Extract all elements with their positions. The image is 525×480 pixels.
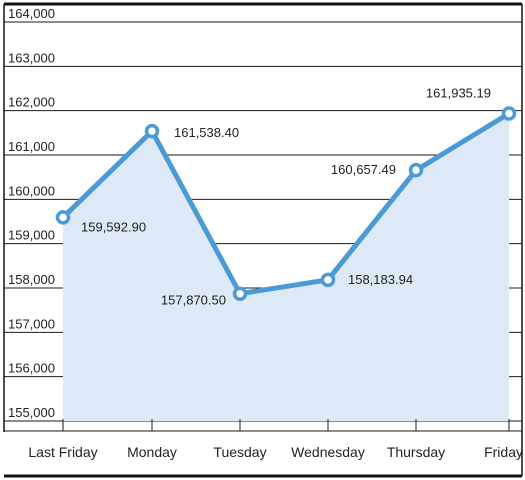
y-tick-label: 160,000 (8, 183, 55, 198)
data-point (408, 162, 424, 178)
y-tick-label: 159,000 (8, 228, 55, 243)
y-tick-label: 161,000 (8, 139, 55, 154)
x-tick-label: Wednesday (291, 444, 365, 460)
data-point (232, 286, 248, 301)
y-tick-label: 162,000 (8, 95, 55, 110)
data-point (501, 106, 517, 121)
x-tick-labels: Last Friday Monday Tuesday Wednesday Thursda… (28, 444, 523, 460)
data-label: 159,592.90 (81, 219, 146, 234)
y-tick-label: 155,000 (8, 405, 55, 420)
series-line (60, 111, 512, 297)
area-fill (63, 113, 509, 421)
data-points (55, 106, 517, 301)
x-tick-label: Friday (484, 444, 523, 460)
data-label: 161,538.40 (174, 125, 239, 140)
y-tick-label: 163,000 (8, 50, 55, 65)
data-label: 161,935.19 (426, 86, 491, 101)
data-label: 158,183.94 (348, 272, 413, 287)
data-label: 157,870.50 (161, 293, 226, 308)
y-tick-label: 157,000 (8, 316, 55, 331)
y-tick-label: 158,000 (8, 272, 55, 287)
x-tick-label: Thursday (387, 444, 445, 460)
x-tick-label: Last Friday (28, 444, 97, 460)
y-tick-labels: 155,000 156,000 157,000 158,000 159,000 160,0… (8, 6, 55, 420)
area-fill-layer (63, 113, 509, 421)
y-tick-label: 164,000 (8, 6, 55, 21)
x-tick-label: Monday (127, 444, 177, 460)
series-line-layer (60, 111, 512, 297)
data-point (320, 272, 336, 288)
x-tick-label: Tuesday (213, 444, 266, 460)
axes (3, 2, 523, 478)
y-tick-label: 156,000 (8, 361, 55, 376)
data-point (55, 210, 71, 225)
data-labels: 159,592.90 161,538.40 157,870.50 158,183.94… (81, 86, 491, 308)
data-point (144, 123, 160, 139)
data-label: 160,657.49 (331, 162, 396, 177)
